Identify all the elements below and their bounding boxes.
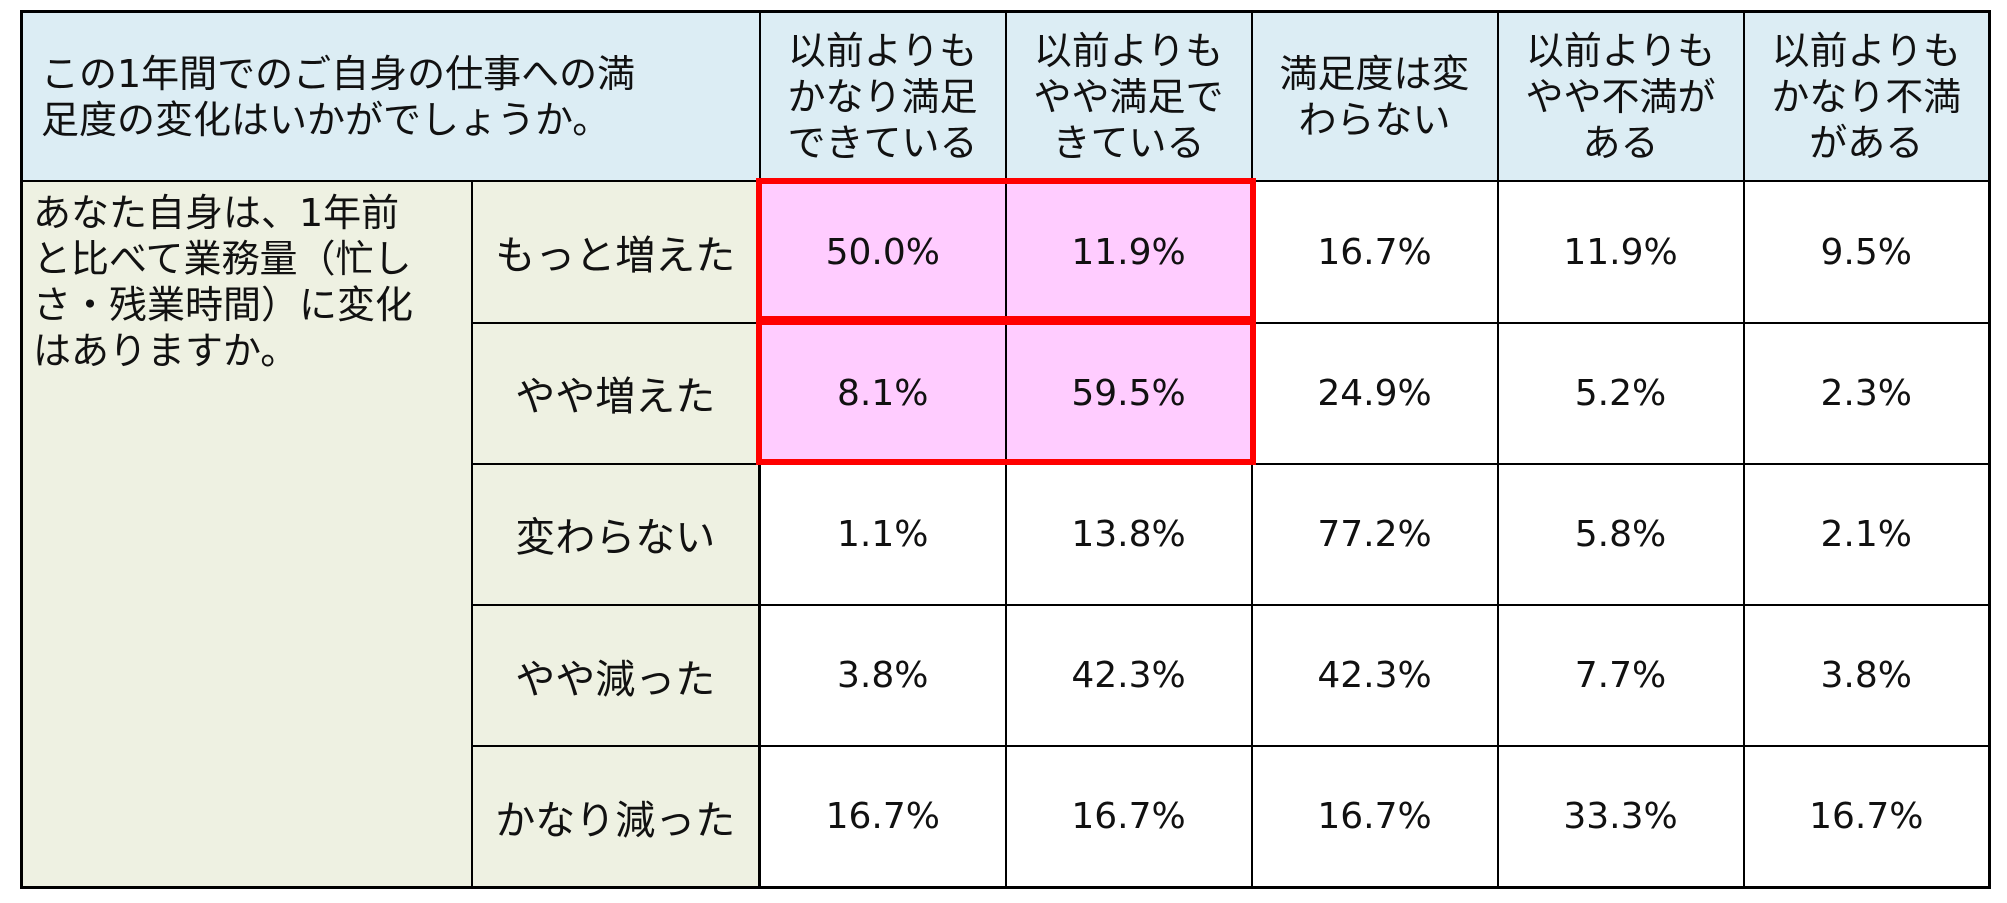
table-cell: 11.9%	[1004, 180, 1253, 324]
column-header-no-change: 満足度は変 わらない	[1250, 10, 1499, 183]
column-header-line: がある	[1809, 120, 1924, 165]
table-cell: 59.5%	[1004, 321, 1253, 465]
column-header-line: かなり満足	[787, 74, 978, 119]
table-cell: 33.3%	[1496, 745, 1745, 889]
row-label: やや増えた	[470, 321, 761, 465]
table-cell: 16.7%	[1742, 745, 1991, 889]
question-header: この1年間でのご自身の仕事への満 足度の変化はいかがでしょうか。	[20, 10, 761, 183]
column-header-line: 以前よりも	[1525, 28, 1716, 73]
question-header-line: 足度の変化はいかがでしょうか。	[41, 97, 611, 142]
column-header-line: 以前よりも	[787, 28, 978, 73]
column-header-line: できている	[787, 120, 978, 165]
column-header-much-dissatisfied: 以前よりも かなり不満 がある	[1742, 10, 1991, 183]
table-cell: 16.7%	[1004, 745, 1253, 889]
table-cell: 24.9%	[1250, 321, 1499, 465]
table-row: やや増えた 8.1% 59.5% 24.9% 5.2% 2.3%	[22, 321, 1991, 465]
table-cell: 2.3%	[1742, 321, 1991, 465]
table-cell: 1.1%	[758, 462, 1007, 607]
row-label: 変わらない	[470, 462, 761, 607]
table-cell: 50.0%	[758, 180, 1007, 324]
row-label: もっと増えた	[470, 180, 761, 324]
column-header-much-more-satisfied: 以前よりも かなり満足 できている	[758, 10, 1007, 183]
column-header-line: やや満足で	[1033, 74, 1224, 119]
header-row: この1年間でのご自身の仕事への満 足度の変化はいかがでしょうか。 以前よりも か…	[20, 10, 1991, 183]
crosstab-table: この1年間でのご自身の仕事への満 足度の変化はいかがでしょうか。 以前よりも か…	[20, 10, 1991, 889]
table-cell: 9.5%	[1742, 180, 1991, 324]
table-cell: 42.3%	[1250, 604, 1499, 748]
table-cell: 3.8%	[1742, 604, 1991, 748]
table-row: あなた自身は、1年前 と比べて業務量（忙し さ・残業時間）に変化 はありますか。…	[20, 180, 1991, 889]
column-header-somewhat-dissatisfied: 以前よりも やや不満が ある	[1496, 10, 1745, 183]
table-row: かなり減った 16.7% 16.7% 16.7% 33.3% 16.7%	[22, 745, 1991, 889]
row-label: かなり減った	[470, 745, 761, 889]
table-cell: 5.2%	[1496, 321, 1745, 465]
table-cell: 11.9%	[1496, 180, 1745, 324]
table-cell: 16.7%	[758, 745, 1007, 889]
column-header-somewhat-more-satisfied: 以前よりも やや満足で きている	[1004, 10, 1253, 183]
question-header-line: この1年間でのご自身の仕事への満	[41, 51, 636, 96]
table-cell: 8.1%	[758, 321, 1007, 465]
row-question-line: はありますか。	[33, 329, 299, 374]
table-cell: 5.8%	[1496, 462, 1745, 607]
survey-crosstab: この1年間でのご自身の仕事への満 足度の変化はいかがでしょうか。 以前よりも か…	[20, 10, 1991, 889]
column-header-line: きている	[1052, 120, 1205, 165]
column-header-line: 以前よりも	[1033, 28, 1224, 73]
table-cell: 16.7%	[1250, 180, 1499, 324]
column-header-line: かなり不満	[1771, 74, 1962, 119]
column-header-line: わらない	[1298, 97, 1451, 142]
row-question-line: と比べて業務量（忙し	[33, 237, 412, 282]
table-cell: 42.3%	[1004, 604, 1253, 748]
row-question-line: あなた自身は、1年前	[33, 191, 400, 236]
row-question-line: さ・残業時間）に変化	[33, 283, 414, 328]
row-question: あなた自身は、1年前 と比べて業務量（忙し さ・残業時間）に変化 はありますか。	[20, 180, 473, 889]
column-header-line: ある	[1582, 120, 1659, 165]
column-header-line: やや不満が	[1525, 74, 1716, 119]
column-header-line: 満足度は変	[1279, 51, 1470, 96]
table-cell: 13.8%	[1004, 462, 1253, 607]
table-cell: 77.2%	[1250, 462, 1499, 607]
table-cell: 16.7%	[1250, 745, 1499, 889]
row-label: やや減った	[470, 604, 761, 748]
table-row: やや減った 3.8% 42.3% 42.3% 7.7% 3.8%	[22, 604, 1991, 748]
table-row: 変わらない 1.1% 13.8% 77.2% 5.8% 2.1%	[22, 462, 1991, 607]
table-cell: 3.8%	[758, 604, 1007, 748]
table-cell: 2.1%	[1742, 462, 1991, 607]
table-cell: 7.7%	[1496, 604, 1745, 748]
column-header-line: 以前よりも	[1771, 28, 1961, 73]
